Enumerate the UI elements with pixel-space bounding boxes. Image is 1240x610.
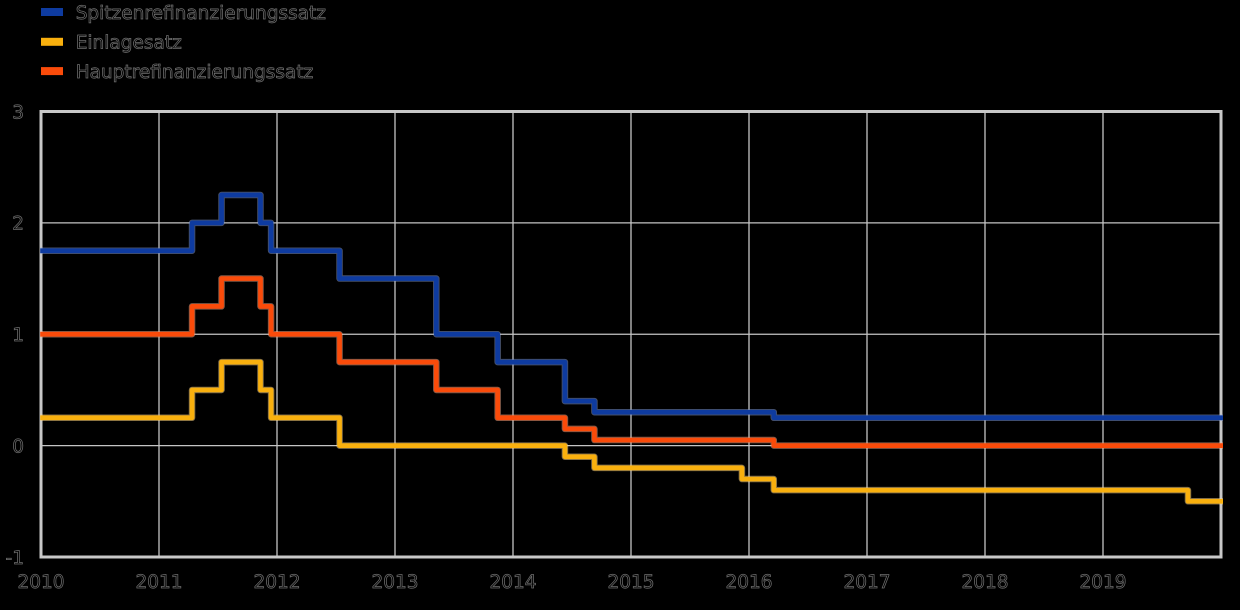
x-tick-label: 2019 xyxy=(1079,572,1126,593)
y-tick-label: 0 xyxy=(12,436,24,457)
y-tick-label: 2 xyxy=(12,214,24,235)
x-tick-label: 2011 xyxy=(135,572,182,593)
legend-label: Einlagesatz xyxy=(76,33,182,54)
series-line-einlagesatz xyxy=(40,359,1223,504)
legend-swatch xyxy=(41,37,63,46)
axis-labels-layer: 3 2 1 0 -1 2010 2011 2012 2013 2014 2015 2016 2017 20… xyxy=(5,102,1127,594)
legend-label: Spitzenrefinanzierungssatz xyxy=(76,3,326,24)
legend-swatch xyxy=(41,67,63,76)
x-tick-label: 2017 xyxy=(843,572,890,593)
x-tick-label: 2012 xyxy=(253,572,300,593)
legend-item: Einlagesatz xyxy=(41,32,182,54)
x-tick-label: 2018 xyxy=(961,572,1008,593)
legend: Spitzenrefinanzierungssatz Einlagesatz Hau… xyxy=(41,2,326,83)
series-layer xyxy=(40,191,1223,505)
y-tick-label: -1 xyxy=(6,548,24,569)
legend-item: Spitzenrefinanzierungssatz xyxy=(41,2,326,24)
x-tick-label: 2014 xyxy=(489,572,536,593)
y-tick-label: 1 xyxy=(12,325,24,346)
legend-label: Hauptrefinanzierungssatz xyxy=(76,62,314,83)
series-line-spitzenrefinanzierungssatz xyxy=(40,192,1223,421)
legend-swatch xyxy=(41,8,63,16)
x-tick-label: 2015 xyxy=(607,572,654,593)
x-tick-label: 2016 xyxy=(725,572,772,593)
series-line-hauptrefinanzierungssatz xyxy=(40,276,1223,448)
y-tick-label: 3 xyxy=(12,102,24,123)
legend-item: Hauptrefinanzierungssatz xyxy=(41,61,314,83)
x-tick-label: 2013 xyxy=(371,572,418,593)
x-tick-label: 2010 xyxy=(17,572,64,593)
